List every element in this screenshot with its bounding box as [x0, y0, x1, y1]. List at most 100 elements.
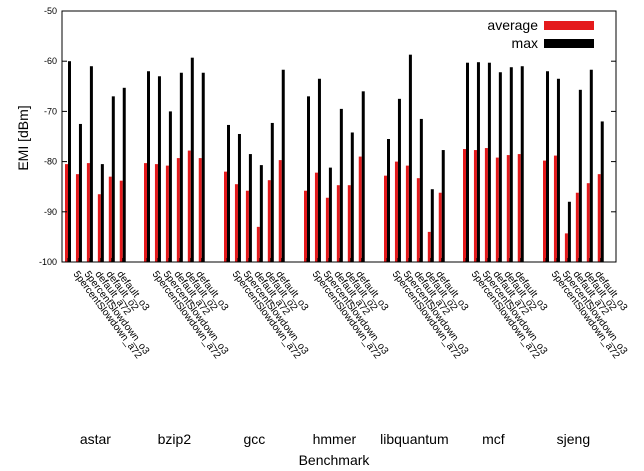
- bar-max: [237, 133, 241, 262]
- bar-average: [553, 155, 557, 262]
- bar-average: [336, 185, 340, 262]
- bar-max: [476, 62, 480, 263]
- bar-average: [543, 160, 546, 262]
- bar-max: [350, 132, 354, 262]
- bar-max: [509, 67, 513, 262]
- bar-max: [498, 72, 502, 262]
- bar-average: [187, 150, 191, 262]
- legend-swatch-max: [544, 39, 594, 48]
- bar-average: [405, 165, 409, 262]
- bar-average: [416, 178, 420, 262]
- bar-max: [270, 122, 274, 262]
- bar-average: [75, 174, 79, 262]
- bar-average: [86, 163, 90, 262]
- bar-max: [259, 165, 263, 262]
- bar-max: [89, 66, 93, 262]
- bar-average: [438, 192, 442, 262]
- bar-max: [147, 71, 150, 263]
- bars-layer: [65, 54, 604, 263]
- bar-max: [179, 72, 183, 262]
- bar-average: [517, 154, 521, 262]
- bar-average: [394, 161, 398, 262]
- bar-average: [384, 175, 387, 262]
- bar-max: [190, 57, 194, 262]
- bar-max: [589, 69, 593, 262]
- group-label-mcf: mcf: [482, 431, 505, 447]
- bar-average: [65, 164, 68, 262]
- bar-max: [111, 96, 115, 262]
- x-axis-title: Benchmark: [299, 452, 371, 468]
- legend-label-average: average: [487, 17, 538, 33]
- bar-max: [408, 54, 412, 263]
- bar-average: [564, 233, 568, 262]
- bar-max: [227, 124, 230, 262]
- bar-max: [419, 118, 423, 263]
- bar-max: [600, 121, 604, 262]
- bar-max: [248, 154, 252, 262]
- bar-average: [325, 197, 329, 262]
- bar-average: [597, 174, 601, 262]
- bar-average: [234, 184, 238, 262]
- bar-average: [495, 157, 499, 262]
- bar-average: [176, 158, 180, 262]
- bar-average: [278, 160, 282, 262]
- bar-average: [267, 180, 271, 262]
- bar-max: [201, 72, 205, 262]
- bar-max: [68, 61, 71, 263]
- bar-max: [122, 87, 126, 262]
- y-tick-label: -100: [39, 257, 57, 267]
- legend-swatch-average: [544, 21, 594, 30]
- bar-average: [224, 171, 227, 262]
- bar-average: [154, 164, 158, 262]
- group-label-bzip2: bzip2: [158, 431, 192, 447]
- bar-average: [506, 155, 510, 262]
- group-label-sjeng: sjeng: [557, 431, 590, 447]
- bar-average: [427, 231, 431, 262]
- bar-average: [198, 158, 202, 262]
- bar-average: [358, 156, 362, 262]
- y-tick-label: -60: [44, 56, 57, 66]
- bar-max: [168, 111, 172, 263]
- bar-max: [157, 76, 161, 262]
- y-axis-title: EMI [dBm]: [15, 105, 31, 170]
- bar-max: [78, 123, 82, 262]
- bar-average: [245, 190, 249, 262]
- bar-average: [108, 176, 112, 262]
- bar-max: [328, 167, 332, 262]
- bar-average: [144, 163, 147, 262]
- group-label-libquantum: libquantum: [380, 431, 449, 447]
- bar-average: [97, 194, 101, 262]
- y-tick-label: -90: [44, 207, 57, 217]
- y-tick-labels: -100 -90 -80 -70 -60 -50: [39, 6, 57, 267]
- bar-max: [578, 89, 582, 263]
- legend-label-max: max: [512, 35, 538, 51]
- bar-average: [256, 226, 260, 262]
- bar-max: [387, 139, 390, 262]
- bar-max: [361, 91, 365, 262]
- bar-average: [119, 180, 123, 262]
- y-tick-label: -80: [44, 157, 57, 167]
- bar-average: [463, 149, 466, 262]
- bar-max: [567, 201, 571, 262]
- bar-max: [307, 96, 310, 262]
- bar-max: [466, 62, 469, 263]
- bar-max: [397, 98, 401, 262]
- bar-average: [586, 183, 590, 262]
- bar-average: [575, 192, 579, 262]
- bar-max: [441, 150, 445, 262]
- group-label-hmmer: hmmer: [313, 431, 357, 447]
- y-tick-label: -70: [44, 106, 57, 116]
- bar-average: [484, 148, 488, 262]
- bar-max: [546, 71, 549, 263]
- bar-max: [100, 164, 104, 262]
- bar-average: [314, 172, 318, 262]
- bar-max: [487, 62, 491, 263]
- bar-average: [473, 150, 477, 262]
- bar-max: [556, 78, 560, 263]
- bar-max: [430, 189, 434, 262]
- bar-average: [347, 185, 351, 262]
- group-labels: astar bzip2 gcc hmmer libquantum mcf sjeng: [80, 431, 590, 447]
- bar-max: [317, 78, 321, 263]
- plot-frame: [61, 10, 617, 263]
